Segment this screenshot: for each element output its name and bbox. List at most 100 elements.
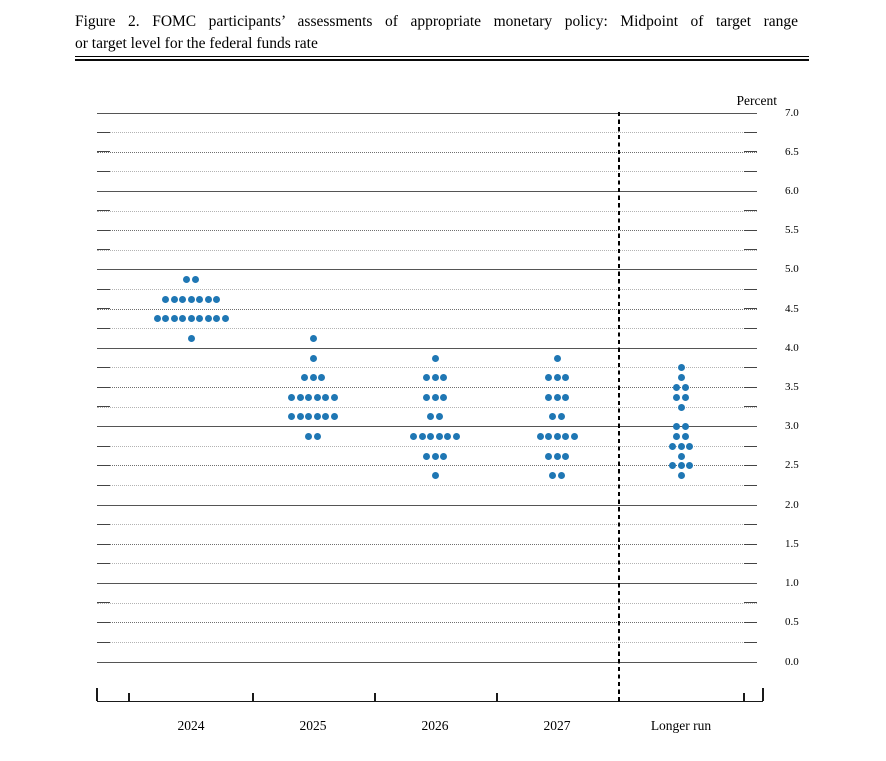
projection-dot	[427, 433, 435, 441]
gridline	[97, 308, 757, 310]
gridline-left-tick	[97, 445, 110, 447]
y-axis-tick-label: 2.5	[785, 459, 799, 472]
projection-dot	[673, 384, 681, 391]
projection-dot	[673, 433, 681, 441]
projection-dot	[677, 452, 685, 460]
projection-dot	[423, 374, 430, 382]
projection-dot	[431, 374, 439, 382]
gridline-left-tick	[97, 621, 110, 623]
gridline	[97, 347, 757, 349]
gridline-left-tick	[97, 308, 110, 310]
projection-dot	[179, 315, 186, 323]
projection-dot	[221, 315, 229, 323]
gridline-right-tick	[744, 131, 757, 133]
projection-dot	[677, 403, 685, 411]
projection-dot	[204, 315, 212, 323]
gridline-left-tick	[97, 406, 110, 408]
projection-dot	[677, 472, 685, 480]
gridline	[97, 210, 757, 212]
projection-dot	[313, 433, 321, 441]
y-axis-unit-label: Percent	[736, 93, 777, 108]
x-axis-tick	[128, 692, 130, 701]
projection-dot	[545, 433, 552, 441]
y-axis-tick-label: 3.0	[785, 420, 799, 433]
y-axis-tick-label: 4.5	[785, 302, 799, 315]
projection-dot	[431, 393, 439, 401]
y-axis-tick-label: 0.0	[785, 655, 799, 668]
gridline-right-tick	[744, 288, 757, 290]
projection-dot	[681, 393, 689, 401]
x-axis-tick	[743, 692, 745, 701]
gridline-left-tick	[97, 367, 110, 369]
y-axis-tick-label: 1.5	[785, 537, 799, 550]
projection-dot	[187, 315, 195, 323]
projection-dot	[570, 433, 578, 441]
gridline-right-tick	[744, 543, 757, 545]
projection-dot	[452, 433, 460, 441]
x-axis-corner-tick	[762, 687, 764, 701]
gridline	[97, 328, 757, 330]
gridline-right-tick	[744, 367, 757, 369]
gridline-left-tick	[97, 602, 110, 604]
gridline	[97, 583, 757, 585]
gridline-left-tick	[97, 543, 110, 545]
gridline	[97, 190, 757, 192]
projection-dot	[549, 472, 557, 480]
gridline	[97, 543, 757, 545]
gridline	[97, 504, 757, 506]
x-axis-tick	[496, 692, 498, 701]
gridline-right-tick	[744, 484, 757, 486]
gridline	[97, 485, 757, 487]
projection-dot	[673, 423, 681, 431]
projection-dot	[431, 472, 439, 480]
x-axis-category-label: 2024	[177, 718, 205, 733]
projection-dot	[435, 433, 443, 441]
y-axis-tick-label: 4.0	[785, 341, 799, 354]
projection-dot	[427, 413, 435, 421]
projection-dot	[677, 364, 685, 372]
x-axis-category-label: Longer run	[650, 718, 712, 733]
projection-dot	[170, 315, 178, 323]
x-axis-category-label: 2025	[299, 718, 327, 733]
projection-dot	[545, 393, 552, 401]
gridline	[97, 641, 757, 643]
y-axis-tick-label: 0.5	[785, 616, 799, 629]
projection-dot	[301, 374, 308, 382]
gridline	[97, 249, 757, 251]
projection-dot	[562, 393, 569, 401]
gridline	[97, 367, 757, 369]
projection-dot	[322, 393, 330, 401]
x-axis-corner-tick	[96, 687, 98, 701]
gridline-right-tick	[744, 621, 757, 623]
projection-dot	[162, 315, 169, 323]
projection-dot	[309, 334, 317, 342]
projection-dot	[557, 413, 565, 421]
x-axis-category-label: 2027	[543, 718, 571, 733]
gridline	[97, 445, 757, 447]
y-axis-tick-label: 6.0	[785, 184, 799, 197]
y-axis-tick-label: 5.5	[785, 224, 799, 237]
projection-dot	[673, 393, 681, 401]
gridline	[97, 602, 757, 604]
gridline-left-tick	[97, 563, 110, 565]
projection-dot	[536, 433, 544, 441]
projection-dot	[418, 433, 426, 441]
projection-dot	[669, 462, 676, 470]
projection-dot	[196, 315, 203, 323]
projection-dot	[183, 276, 191, 284]
projection-dot	[153, 315, 161, 323]
projection-dot	[553, 393, 561, 401]
gridline	[97, 563, 757, 565]
projection-dot	[187, 295, 195, 303]
projection-dot	[440, 452, 447, 460]
projection-dot	[309, 354, 317, 362]
gridline-left-tick	[97, 641, 110, 643]
projection-dot	[410, 433, 418, 441]
projection-dot	[318, 374, 325, 382]
projection-dot	[187, 334, 195, 342]
gridline	[97, 622, 757, 624]
projection-dot	[296, 393, 304, 401]
figure-title-line2: or target level for the federal funds ra…	[75, 35, 318, 52]
projection-dot	[562, 374, 569, 382]
